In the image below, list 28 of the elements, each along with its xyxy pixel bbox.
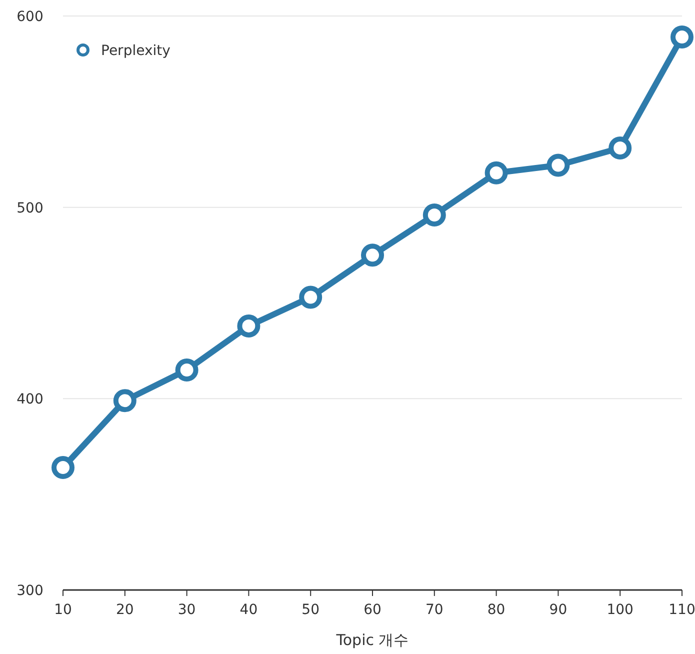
x-axis-title: Topic 개수 bbox=[335, 631, 409, 649]
x-tick-label: 10 bbox=[54, 602, 72, 618]
point bbox=[175, 358, 198, 382]
x-tick-label: 20 bbox=[116, 602, 134, 618]
y-tick-label: 400 bbox=[16, 392, 44, 408]
point bbox=[546, 154, 570, 177]
x-tick-label: 80 bbox=[487, 602, 506, 618]
x-tick-label: 50 bbox=[302, 602, 320, 618]
point bbox=[422, 203, 446, 226]
x-tick-label: 30 bbox=[178, 602, 196, 618]
point bbox=[52, 456, 74, 480]
point bbox=[670, 26, 694, 49]
point bbox=[484, 161, 508, 184]
point bbox=[361, 244, 384, 267]
point bbox=[113, 389, 136, 412]
x-tick-label: 40 bbox=[240, 602, 258, 618]
y-tick-label: 500 bbox=[16, 200, 44, 216]
x-tick-label: 110 bbox=[668, 602, 695, 618]
point bbox=[299, 286, 322, 309]
x-tick-label: 90 bbox=[549, 602, 568, 618]
y-tick-label: 300 bbox=[16, 583, 44, 599]
point bbox=[608, 136, 632, 160]
x-tick-label: 100 bbox=[606, 602, 634, 618]
point bbox=[237, 314, 260, 338]
x-tick-label: 70 bbox=[425, 602, 444, 618]
legend-label: Perplexity bbox=[101, 43, 170, 59]
x-tick-label: 60 bbox=[364, 602, 382, 618]
y-tick-label: 600 bbox=[16, 9, 44, 25]
